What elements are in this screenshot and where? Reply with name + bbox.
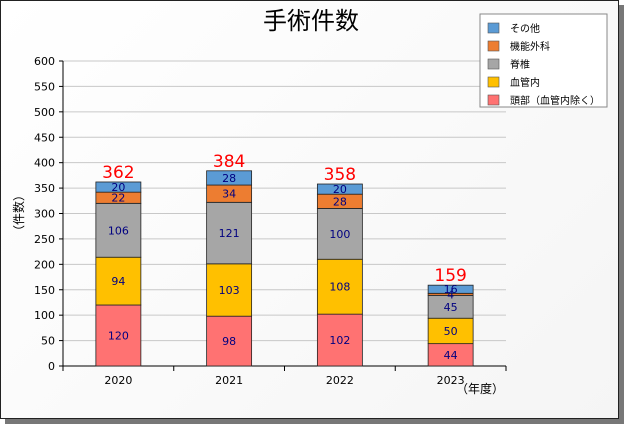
x-axis-label: （年度） xyxy=(456,381,504,396)
x-tick-label: 2020 xyxy=(104,374,132,387)
segment-value-label: 94 xyxy=(111,275,125,288)
bar-segment xyxy=(427,317,474,345)
segment-value-label: 98 xyxy=(222,335,236,348)
bars xyxy=(95,170,474,367)
y-tick-label: 100 xyxy=(34,309,55,322)
bar-segment xyxy=(316,258,363,315)
axes: 0501001502002503003504004505005506002020… xyxy=(34,55,507,387)
chart-title: 手術件数 xyxy=(263,7,359,35)
y-tick-label: 300 xyxy=(34,208,55,221)
y-tick-label: 400 xyxy=(34,157,55,170)
y-tick-label: 150 xyxy=(34,284,55,297)
bar-segment xyxy=(95,304,142,367)
y-tick-label: 350 xyxy=(34,182,55,195)
segment-value-label: 102 xyxy=(329,334,350,347)
y-tick-label: 50 xyxy=(41,335,55,348)
segment-value-label: 16 xyxy=(444,283,458,296)
legend-swatch xyxy=(487,22,500,34)
bar-segment xyxy=(206,201,253,265)
legend-label: 血管内 xyxy=(510,76,540,89)
chart-canvas: 手術件数 05010015020025030035040045050055060… xyxy=(11,7,608,396)
y-tick-label: 450 xyxy=(34,131,55,144)
x-tick-label: 2023 xyxy=(437,374,465,387)
segment-value-label: 50 xyxy=(444,325,458,338)
segment-value-label: 34 xyxy=(222,188,236,201)
legend-swatch xyxy=(487,94,500,106)
segment-value-label: 121 xyxy=(219,227,240,240)
segment-value-label: 20 xyxy=(111,181,125,194)
total-value-label: 362 xyxy=(102,163,134,183)
legend-label: その他 xyxy=(510,22,540,35)
segment-value-label: 28 xyxy=(333,195,347,208)
bar-segment xyxy=(95,256,142,306)
total-value-label: 358 xyxy=(324,165,356,185)
bar-segment xyxy=(316,208,363,260)
total-value-label: 384 xyxy=(213,152,245,172)
legend-swatch xyxy=(487,58,500,70)
legend-swatch xyxy=(487,76,500,88)
y-tick-label: 250 xyxy=(34,233,55,246)
y-axis-label: （件数） xyxy=(11,189,26,237)
segment-value-label: 100 xyxy=(329,228,350,241)
total-value-label: 159 xyxy=(434,266,466,286)
legend-box xyxy=(479,13,608,108)
bar-segment xyxy=(206,170,253,186)
segment-value-label: 28 xyxy=(222,172,236,185)
segment-value-label: 103 xyxy=(219,284,240,297)
y-tick-label: 500 xyxy=(34,106,55,119)
bar-segment xyxy=(316,183,363,195)
legend-label: 頭部（血管内除く） xyxy=(510,94,600,107)
legend-swatch xyxy=(487,40,500,52)
segment-value-label: 22 xyxy=(111,192,125,205)
y-tick-label: 600 xyxy=(34,55,55,68)
x-tick-label: 2022 xyxy=(326,374,354,387)
bar-segment xyxy=(206,315,253,367)
bar-segment xyxy=(95,202,142,258)
segment-value-label: 44 xyxy=(444,349,458,362)
segment-value-label: 4 xyxy=(447,288,454,301)
chart-frame: 手術件数 0 50 100 150 200 250 300 350 400 450 500 550 60… xyxy=(0,0,619,419)
legend-label: 脊椎 xyxy=(510,58,530,71)
bar-segment xyxy=(427,284,474,294)
y-tick-label: 200 xyxy=(34,258,55,271)
segment-value-label: 108 xyxy=(329,281,350,294)
legend-label: 機能外科 xyxy=(510,40,550,53)
bar-segment xyxy=(316,313,363,367)
data-labels: 1209410622203629810312134283841021081002… xyxy=(102,152,467,362)
segment-value-label: 45 xyxy=(444,301,458,314)
segment-value-label: 106 xyxy=(108,224,129,237)
y-tick-label: 0 xyxy=(48,360,55,373)
y-tick-label: 550 xyxy=(34,80,55,93)
x-tick-label: 2021 xyxy=(215,374,243,387)
bar-segment xyxy=(95,181,142,193)
segment-value-label: 120 xyxy=(108,330,129,343)
segment-value-label: 20 xyxy=(333,183,347,196)
